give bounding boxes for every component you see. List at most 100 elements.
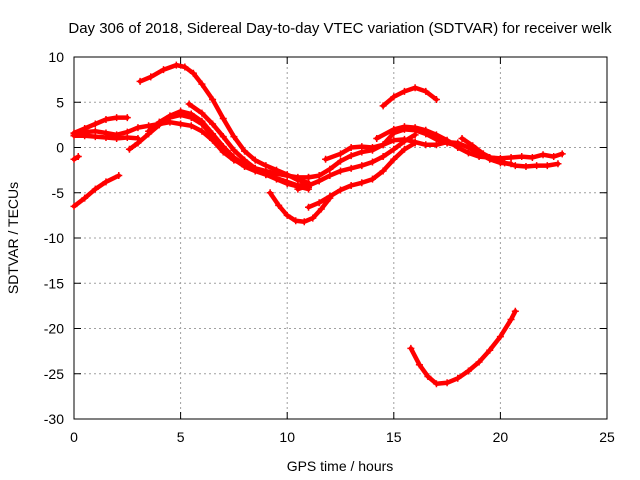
data-point: [209, 120, 217, 128]
series-arc-12: [294, 131, 419, 193]
y-tick-label: 5: [56, 94, 64, 110]
series-arc-14: [322, 135, 515, 168]
data-point: [368, 175, 376, 183]
series-line: [186, 101, 311, 192]
data-point: [432, 131, 440, 139]
data-point: [187, 110, 195, 118]
x-tick-label: 10: [279, 429, 295, 445]
data-point: [147, 73, 155, 81]
data-point: [315, 199, 323, 207]
data-point: [198, 109, 206, 117]
data-point: [198, 117, 206, 125]
data-point: [464, 367, 472, 375]
data-point: [136, 77, 144, 85]
data-point: [123, 114, 131, 122]
data-point: [454, 374, 462, 382]
data-point: [81, 194, 89, 202]
data-point: [368, 144, 376, 151]
data-point: [125, 145, 133, 153]
data-point: [379, 141, 387, 149]
data-point: [209, 130, 217, 138]
data-point: [347, 152, 355, 160]
y-tick-label: -30: [44, 411, 64, 427]
series-arc-8: [70, 172, 123, 210]
data-point: [283, 211, 291, 219]
data-point: [134, 139, 142, 147]
data-point: [155, 118, 163, 126]
data-point: [443, 136, 451, 144]
data-point: [511, 307, 519, 315]
data-point: [251, 156, 259, 164]
series-arc-17: [379, 84, 440, 110]
data-point: [275, 201, 283, 209]
data-point: [400, 87, 408, 95]
data-point: [102, 115, 110, 123]
data-point: [347, 182, 355, 190]
data-point: [507, 315, 515, 323]
data-point: [533, 162, 541, 170]
x-tick-label: 5: [177, 429, 185, 445]
y-tick-label: -5: [52, 185, 65, 201]
data-point: [172, 61, 180, 69]
data-point: [219, 133, 227, 141]
data-point: [432, 380, 440, 388]
data-point: [70, 132, 78, 140]
data-point: [91, 120, 99, 128]
data-point: [479, 150, 487, 158]
data-point: [123, 134, 131, 142]
series-line: [408, 309, 518, 386]
data-point: [486, 346, 494, 354]
data-point: [379, 167, 387, 175]
data-point: [368, 158, 376, 166]
data-point: [550, 153, 558, 161]
data-point: [177, 120, 185, 128]
data-point: [337, 150, 344, 158]
x-tick-label: 20: [493, 429, 509, 445]
data-point: [373, 134, 381, 142]
data-point: [91, 185, 99, 193]
data-point: [266, 189, 274, 197]
series-line: [267, 190, 333, 224]
data-point: [102, 178, 110, 186]
data-point: [81, 132, 89, 140]
data-point: [230, 146, 238, 154]
data-point: [390, 93, 398, 101]
data-point: [309, 214, 317, 222]
data-point: [358, 143, 366, 151]
data-point: [422, 141, 430, 149]
y-tick-label: -15: [44, 275, 64, 291]
data-point: [317, 205, 325, 213]
data-point: [315, 172, 323, 180]
data-point: [241, 156, 249, 164]
data-point: [415, 361, 423, 369]
chart-title: Day 306 of 2018, Sidereal Day-to-day VTE…: [68, 20, 612, 37]
x-tick-label: 15: [386, 429, 402, 445]
series-arc-9: [70, 153, 82, 163]
data-point: [337, 157, 344, 165]
data-point: [390, 136, 398, 144]
data-point: [518, 153, 526, 161]
data-point: [501, 159, 509, 167]
data-point: [390, 125, 398, 133]
data-point: [554, 160, 562, 168]
series-line: [380, 85, 439, 109]
data-point: [160, 66, 168, 74]
series-arc-3: [70, 118, 313, 181]
data-point: [326, 165, 334, 173]
data-point: [166, 112, 174, 120]
data-point: [347, 144, 355, 151]
data-point: [400, 135, 408, 143]
data-point: [337, 167, 344, 175]
data-point: [322, 155, 330, 163]
y-tick-label: 10: [48, 49, 64, 65]
data-point: [292, 217, 300, 225]
series-line: [459, 136, 561, 169]
data-point: [411, 124, 419, 132]
data-point: [558, 150, 566, 158]
data-point: [134, 124, 142, 132]
data-point: [145, 127, 153, 135]
x-axis-label: GPS time / hours: [287, 458, 394, 474]
x-tick-label: 0: [70, 429, 78, 445]
grid: [74, 57, 607, 419]
data-point: [177, 107, 185, 115]
